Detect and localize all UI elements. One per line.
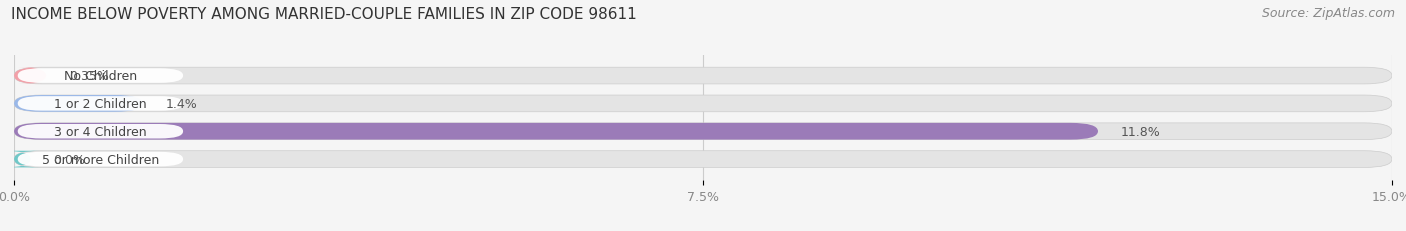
FancyBboxPatch shape xyxy=(14,151,1392,168)
Text: 0.35%: 0.35% xyxy=(69,70,110,83)
FancyBboxPatch shape xyxy=(18,69,183,83)
FancyBboxPatch shape xyxy=(18,152,183,167)
Text: Source: ZipAtlas.com: Source: ZipAtlas.com xyxy=(1261,7,1395,20)
Text: INCOME BELOW POVERTY AMONG MARRIED-COUPLE FAMILIES IN ZIP CODE 98611: INCOME BELOW POVERTY AMONG MARRIED-COUPL… xyxy=(11,7,637,22)
FancyBboxPatch shape xyxy=(14,96,1392,112)
FancyBboxPatch shape xyxy=(14,96,142,112)
FancyBboxPatch shape xyxy=(18,97,183,111)
FancyBboxPatch shape xyxy=(14,68,1392,85)
Text: 1 or 2 Children: 1 or 2 Children xyxy=(53,97,146,110)
Text: 1.4%: 1.4% xyxy=(166,97,197,110)
FancyBboxPatch shape xyxy=(14,123,1098,140)
FancyBboxPatch shape xyxy=(18,125,183,139)
Text: 3 or 4 Children: 3 or 4 Children xyxy=(53,125,146,138)
FancyBboxPatch shape xyxy=(3,151,42,168)
Text: 0.0%: 0.0% xyxy=(53,153,86,166)
Text: No Children: No Children xyxy=(63,70,136,83)
FancyBboxPatch shape xyxy=(14,68,46,85)
Text: 5 or more Children: 5 or more Children xyxy=(42,153,159,166)
Text: 11.8%: 11.8% xyxy=(1121,125,1161,138)
FancyBboxPatch shape xyxy=(14,123,1392,140)
